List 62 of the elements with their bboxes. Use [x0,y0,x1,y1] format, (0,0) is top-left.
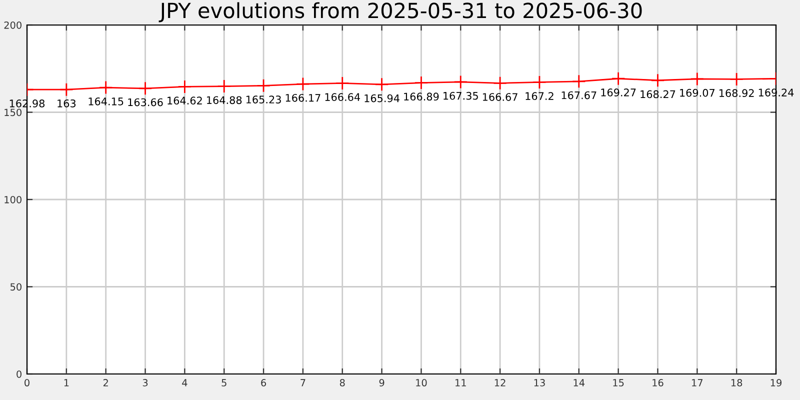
point [59,82,74,97]
y-tick-label: 50 [10,283,22,291]
y-tick-label: 100 [4,196,22,204]
data-label: 169.07 [680,88,714,97]
data-label: 168.92 [720,89,754,98]
y-tick-label: 200 [4,21,22,29]
point [296,77,310,91]
point [414,76,428,90]
data-label: 166.67 [482,93,518,101]
point [730,72,744,86]
x-tick-label: 13 [534,379,545,386]
x-tick-label: 6 [261,379,266,386]
point [493,76,507,90]
data-label: 164.15 [88,97,124,106]
data-label: 164.88 [207,96,242,104]
x-tick-label: 19 [770,379,782,386]
x-tick-label: 16 [652,379,664,386]
x-tick-label: 14 [574,379,585,386]
x-tick-label: 4 [182,379,188,386]
x-tick-label: 3 [142,379,148,386]
x-tick-label: 0 [24,379,30,386]
point [256,78,270,93]
y-tick-label: 150 [4,108,22,116]
point [374,77,389,92]
point [454,75,468,89]
point [98,80,113,95]
data-label: 166.89 [404,92,439,101]
point [650,73,665,88]
data-label: 165.94 [364,94,400,102]
x-tick-label: 9 [379,379,384,386]
data-label: 167.67 [562,91,596,100]
data-label: 167.2 [526,92,554,100]
x-tick-label: 7 [300,379,306,386]
data-label: 164.62 [168,96,202,105]
point [335,76,350,90]
x-tick-label: 11 [456,379,466,386]
data-label: 168.27 [640,90,676,98]
point [572,74,586,88]
x-tick-label: 17 [692,379,703,386]
x-tick-label: 10 [416,379,427,386]
point [178,80,192,94]
x-tick-label: 1 [64,379,69,386]
x-tick-label: 12 [494,379,506,386]
x-tick-label: 2 [103,379,108,386]
data-label: 163.66 [128,98,163,106]
x-tick-label: 18 [731,379,742,386]
data-label: 169.27 [601,88,636,96]
point [138,81,152,96]
point [611,72,626,86]
data-label: 167.35 [444,92,478,100]
x-tick-label: 8 [340,379,345,386]
point [532,75,546,90]
point [217,79,232,94]
data-label: 166.64 [325,93,360,101]
chart-title: JPY evolutions from 2025-05-31 to 2025-06-30 [158,2,642,22]
data-label: 165.23 [246,96,281,104]
point [690,72,704,86]
x-tick-label: 15 [613,379,624,386]
y-tick-label: 0 [16,370,22,378]
data-label: 163 [58,99,76,108]
x-tick-label: 5 [222,379,226,386]
data-label: 166.17 [286,94,320,102]
